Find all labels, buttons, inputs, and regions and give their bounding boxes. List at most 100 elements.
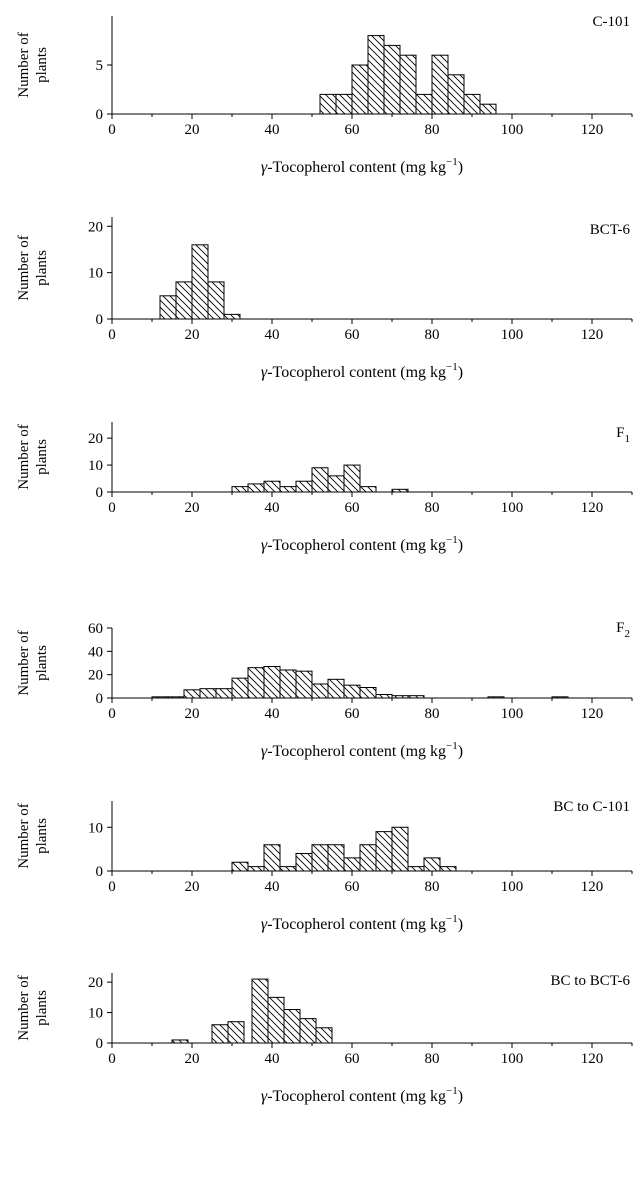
histogram-bar bbox=[327, 678, 345, 699]
y-tick-label: 0 bbox=[96, 864, 104, 880]
y-tick-label: 0 bbox=[96, 1036, 104, 1052]
x-axis-label: γ-Tocopherol content (mg kg−1) bbox=[261, 156, 463, 176]
histogram-bar bbox=[183, 689, 201, 699]
x-tick-label: 60 bbox=[345, 1051, 360, 1067]
y-tick-label: 0 bbox=[96, 312, 104, 328]
y-tick-label: 10 bbox=[88, 820, 103, 836]
histogram-bar bbox=[375, 831, 393, 872]
panel-label: BC to BCT-6 bbox=[551, 973, 631, 989]
x-tick-label: 100 bbox=[501, 122, 524, 138]
histogram-bar bbox=[299, 1018, 317, 1044]
x-tick-label: 100 bbox=[501, 1051, 524, 1067]
x-tick-label: 0 bbox=[108, 1051, 116, 1067]
histogram-bar bbox=[359, 844, 377, 872]
histogram-bar bbox=[159, 295, 177, 320]
y-tick-label: 20 bbox=[88, 431, 103, 447]
x-tick-label: 40 bbox=[265, 122, 280, 138]
x-tick-label: 0 bbox=[108, 327, 116, 343]
histogram-panel: 0 20 40 60 80 100 120 0 20 40 60 Number of plants γ-T… bbox=[16, 620, 633, 760]
histogram-bar bbox=[335, 93, 353, 115]
histogram-bar bbox=[351, 64, 369, 115]
x-axis-label: γ-Tocopherol content (mg kg−1) bbox=[261, 1085, 463, 1105]
histogram-bar bbox=[279, 486, 297, 493]
x-tick-label: 80 bbox=[425, 122, 440, 138]
x-tick-label: 20 bbox=[185, 1051, 200, 1067]
histogram-bar bbox=[431, 54, 449, 115]
x-tick-label: 120 bbox=[581, 500, 604, 516]
x-tick-label: 0 bbox=[108, 500, 116, 516]
histogram-bar bbox=[315, 1027, 333, 1044]
x-tick-label: 80 bbox=[425, 706, 440, 722]
y-axis-label: Number of bbox=[16, 803, 32, 868]
x-tick-label: 40 bbox=[265, 1051, 280, 1067]
x-tick-label: 60 bbox=[345, 879, 360, 895]
y-tick-label: 40 bbox=[88, 644, 103, 660]
histogram-bar bbox=[375, 694, 393, 699]
histogram-bar bbox=[247, 667, 265, 699]
histogram-bar bbox=[311, 467, 329, 493]
x-tick-label: 60 bbox=[345, 500, 360, 516]
y-tick-label: 20 bbox=[88, 668, 103, 684]
x-tick-label: 20 bbox=[185, 879, 200, 895]
histogram-bar bbox=[227, 1021, 245, 1044]
histogram-bar bbox=[423, 857, 441, 872]
histogram-bar bbox=[215, 688, 233, 699]
x-axis-label: γ-Tocopherol content (mg kg−1) bbox=[261, 534, 463, 554]
y-tick-label: 0 bbox=[96, 107, 104, 123]
x-tick-label: 40 bbox=[265, 327, 280, 343]
panel-label: F1 bbox=[616, 425, 630, 445]
x-tick-label: 80 bbox=[425, 879, 440, 895]
histogram-bar bbox=[207, 281, 225, 320]
histogram-bar bbox=[231, 677, 249, 699]
histogram-bar bbox=[267, 996, 285, 1044]
histogram-panel: 0 20 40 60 80 100 120 0 10 20 Number of plants γ-Toc… bbox=[16, 217, 633, 381]
y-tick-label: 20 bbox=[88, 219, 103, 235]
y-axis-label: Number of bbox=[16, 975, 32, 1040]
x-tick-label: 0 bbox=[108, 879, 116, 895]
x-axis-label: γ-Tocopherol content (mg kg−1) bbox=[261, 361, 463, 381]
x-tick-label: 40 bbox=[265, 706, 280, 722]
histogram-bar bbox=[327, 475, 345, 493]
x-axis-label: γ-Tocopherol content (mg kg−1) bbox=[261, 913, 463, 933]
histogram-bar bbox=[251, 978, 269, 1044]
histogram-bar bbox=[359, 687, 377, 699]
histogram-bar bbox=[247, 483, 265, 493]
y-axis-label: Number of bbox=[16, 235, 32, 300]
x-tick-label: 20 bbox=[185, 122, 200, 138]
histogram-bar bbox=[311, 844, 329, 872]
x-tick-label: 20 bbox=[185, 500, 200, 516]
x-tick-label: 0 bbox=[108, 122, 116, 138]
histogram-bar bbox=[391, 826, 409, 872]
histogram-bar bbox=[319, 93, 337, 115]
histogram-bar bbox=[279, 866, 297, 872]
histogram-bar bbox=[415, 93, 433, 115]
histogram-bar bbox=[359, 486, 377, 493]
histogram-bar bbox=[231, 861, 249, 872]
x-tick-label: 100 bbox=[501, 879, 524, 895]
x-tick-label: 20 bbox=[185, 327, 200, 343]
x-tick-label: 60 bbox=[345, 122, 360, 138]
panel-label: F2 bbox=[616, 620, 630, 640]
histogram-bar bbox=[295, 670, 313, 699]
histogram-bar bbox=[311, 683, 329, 699]
histogram-bar bbox=[175, 281, 193, 320]
x-tick-label: 40 bbox=[265, 500, 280, 516]
x-tick-label: 80 bbox=[425, 327, 440, 343]
x-tick-label: 120 bbox=[581, 879, 604, 895]
y-axis-label: plants bbox=[34, 439, 50, 475]
x-tick-label: 80 bbox=[425, 500, 440, 516]
y-tick-label: 10 bbox=[88, 458, 103, 474]
histogram-bar bbox=[343, 464, 361, 493]
y-axis-label: plants bbox=[34, 250, 50, 286]
y-axis-label: plants bbox=[34, 47, 50, 83]
panel-label: BCT-6 bbox=[590, 222, 631, 238]
histogram-bar bbox=[263, 666, 281, 699]
x-tick-label: 120 bbox=[581, 327, 604, 343]
histogram-panel: 0 20 40 60 80 100 120 0 10 Number of plants γ-Tocop… bbox=[16, 799, 633, 933]
x-tick-label: 20 bbox=[185, 706, 200, 722]
histogram-bar bbox=[263, 844, 281, 872]
histogram-bar bbox=[479, 103, 497, 115]
x-tick-label: 100 bbox=[501, 500, 524, 516]
panel-label: C-101 bbox=[593, 14, 631, 30]
y-tick-label: 0 bbox=[96, 691, 104, 707]
